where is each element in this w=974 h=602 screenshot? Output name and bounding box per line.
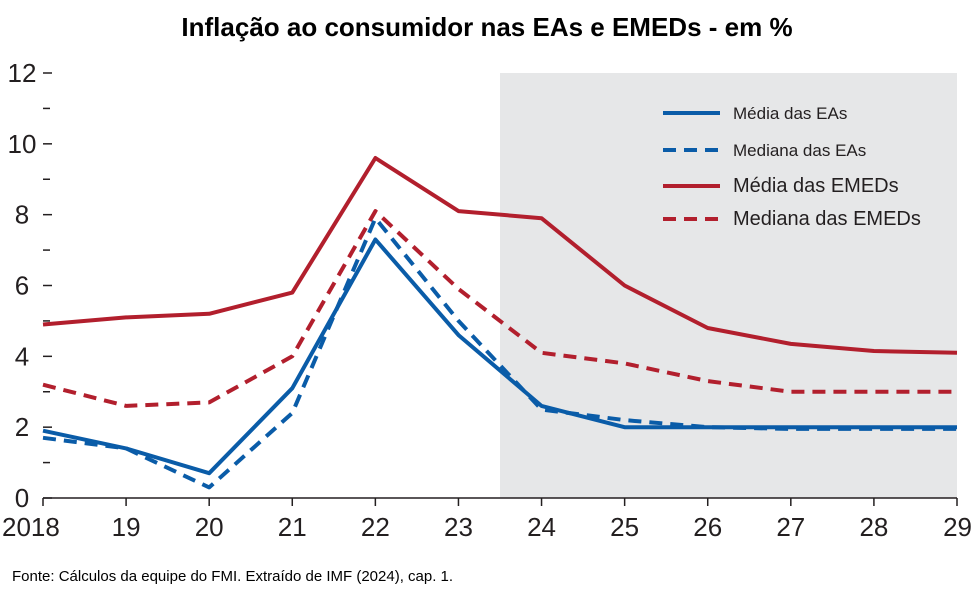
x-tick-label: 28 [859,512,888,542]
x-tick-label: 22 [361,512,390,542]
projection-shading [500,73,957,498]
x-tick-label: 24 [527,512,556,542]
y-tick-label: 0 [15,483,29,513]
legend-label-4: Mediana das EMEDs [733,208,921,230]
legend-label-3: Média das EMEDs [733,175,899,197]
x-tick-label: 2018 [2,512,60,542]
y-tick-label: 10 [8,129,37,159]
source-note: Fonte: Cálculos da equipe do FMI. Extraí… [12,568,454,585]
y-tick-label: 8 [15,200,29,230]
x-tick-label: 23 [444,512,473,542]
y-tick-label: 4 [15,341,29,371]
y-tick-label: 6 [15,271,29,301]
x-tick-label: 29 [943,512,972,542]
series-line-3 [42,156,958,355]
legend-label-2: Mediana das EAs [733,141,866,160]
y-tick-label: 12 [8,58,37,88]
series-line-2 [42,216,957,490]
x-tick-label: 20 [195,512,224,542]
series-line-4 [42,209,957,408]
y-tick-label: 2 [15,412,29,442]
x-tick-label: 19 [112,512,141,542]
x-tick-label: 26 [693,512,722,542]
legend-label-1: Média das EAs [733,104,847,123]
x-tick-label: 25 [610,512,639,542]
x-tick-label: 21 [278,512,307,542]
chart-title: Inflação ao consumidor nas EAs e EMEDs -… [181,12,793,42]
x-tick-label: 27 [776,512,805,542]
